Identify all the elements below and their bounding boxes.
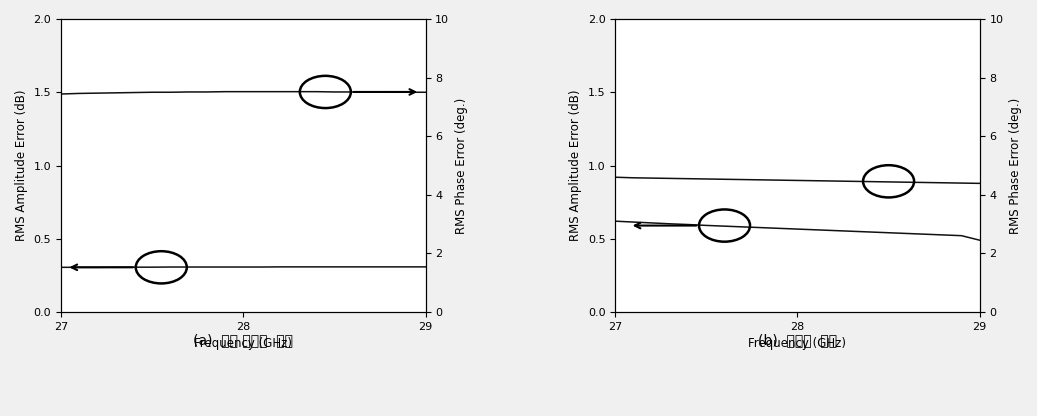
Y-axis label: RMS Phase Error (deg.): RMS Phase Error (deg.) — [1009, 97, 1022, 234]
Text: (b)  감쇄기  제어: (b) 감쇄기 제어 — [758, 333, 837, 347]
X-axis label: Frequency (GHz): Frequency (GHz) — [194, 337, 292, 350]
Y-axis label: RMS Amplitude Error (dB): RMS Amplitude Error (dB) — [15, 90, 28, 241]
Text: (a)  위상 변위기  제어: (a) 위상 변위기 제어 — [193, 333, 293, 347]
X-axis label: Frequency (GHz): Frequency (GHz) — [749, 337, 846, 350]
Y-axis label: RMS Amplitude Error (dB): RMS Amplitude Error (dB) — [569, 90, 582, 241]
Y-axis label: RMS Phase Error (deg.): RMS Phase Error (deg.) — [455, 97, 468, 234]
